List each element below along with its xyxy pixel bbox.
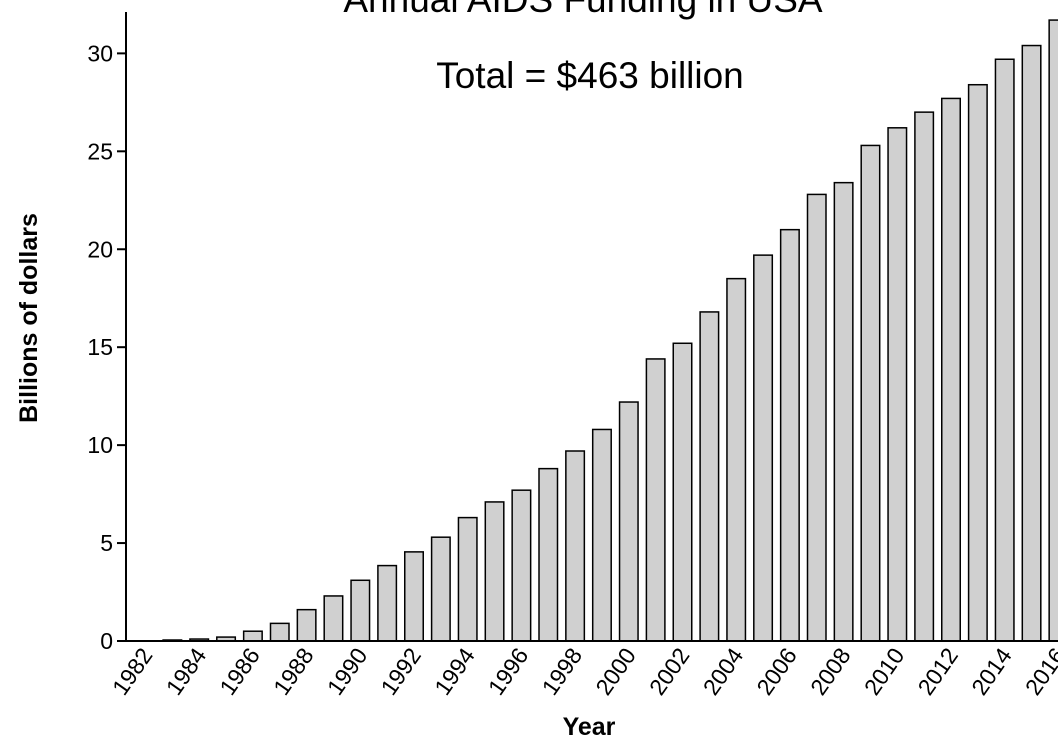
bar-2001: [645, 358, 666, 642]
bar-2006: [779, 228, 800, 642]
x-tick-label: 2002: [644, 643, 695, 700]
bar-1998: [565, 450, 586, 642]
x-tick-label: 1992: [375, 643, 426, 700]
bar-2004: [726, 277, 747, 642]
bar-2003: [699, 311, 720, 642]
y-tick-label: 15: [87, 334, 113, 360]
x-tick-label: 1998: [537, 643, 588, 700]
x-ticks-group: 1982 1984 1986 1988 1990 1992 1994 1996 1998 2000…: [107, 643, 1058, 700]
bar-1999: [591, 428, 612, 642]
bar-2009: [860, 144, 881, 642]
x-tick-label: 2004: [698, 643, 749, 700]
x-axis-title: Year: [563, 713, 616, 739]
x-tick-label: 2008: [805, 643, 856, 700]
bar-2016: [1048, 19, 1058, 642]
x-tick-label: 2000: [590, 643, 641, 700]
y-ticks-group: 0 5 10 15 20 25 30: [87, 40, 126, 654]
bar-2008: [833, 181, 854, 642]
bar-1994: [457, 516, 478, 642]
bar-2007: [806, 193, 827, 642]
x-tick-label: 1986: [214, 643, 265, 700]
y-tick-label: 30: [87, 40, 113, 66]
bar-2011: [914, 111, 935, 642]
bar-1988: [296, 608, 317, 642]
y-tick-label: 0: [100, 628, 113, 654]
bar-1990: [350, 579, 371, 642]
x-tick-label: 2010: [859, 643, 910, 700]
chart-annotation: Total = $463 billion: [436, 55, 744, 96]
bar-2002: [672, 342, 693, 642]
x-tick-label: 1988: [268, 643, 319, 700]
bar-2010: [887, 127, 908, 642]
x-tick-label: 1982: [107, 643, 158, 700]
bar-1987: [269, 622, 290, 642]
bar-2012: [941, 97, 961, 642]
bar-1989: [323, 595, 344, 642]
bar-2013: [967, 83, 988, 642]
x-tick-label: 2014: [966, 643, 1017, 700]
bar-1996: [511, 489, 532, 642]
bar-1986: [242, 630, 263, 642]
y-tick-label: 25: [87, 138, 113, 164]
y-tick-label: 20: [87, 236, 113, 262]
x-tick-label: 2012: [912, 643, 963, 700]
bars-group: [162, 19, 1058, 642]
bar-1997: [538, 467, 559, 642]
bar-2000: [618, 401, 639, 642]
x-tick-label: 1994: [429, 643, 480, 700]
x-tick-label: 1990: [322, 643, 373, 700]
bar-2014: [994, 58, 1015, 642]
x-tick-label: 1984: [161, 643, 212, 700]
y-tick-label: 5: [100, 530, 113, 556]
bar-1995: [484, 501, 505, 642]
x-tick-label: 1996: [483, 643, 534, 700]
bar-1991: [377, 564, 398, 642]
chart-title: Annual AIDS Funding in USA: [343, 0, 823, 20]
bar-1993: [430, 536, 451, 642]
x-tick-label: 2006: [751, 643, 802, 700]
bar-1992: [404, 551, 424, 642]
bar-2005: [753, 254, 774, 642]
y-tick-label: 10: [87, 432, 113, 458]
bar-2015: [1021, 44, 1042, 642]
y-axis-title: Billions of dollars: [15, 213, 43, 423]
x-tick-label: 2016: [1020, 643, 1058, 700]
